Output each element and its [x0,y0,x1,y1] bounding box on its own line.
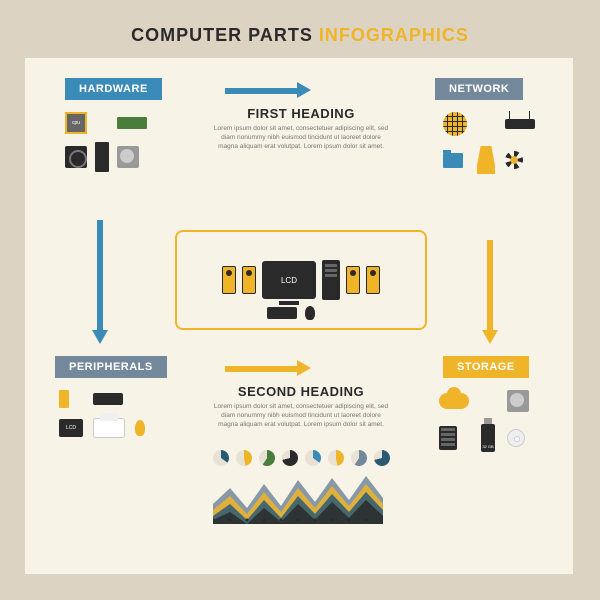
cd-icon [507,429,525,447]
pie-chart-icon [305,450,321,466]
pie-chart-icon [351,450,367,466]
monitor-icon: LCD [59,419,83,437]
folder-icon [443,153,463,168]
fiber-icon [505,151,523,169]
main-title: COMPUTER PARTS INFOGRAPHICS [25,25,575,46]
title-prefix: COMPUTER PARTS [131,25,319,45]
kb-mouse-row [267,306,315,320]
globe-icon [443,112,467,136]
charts-block [213,450,390,529]
cloud-icon [439,393,469,409]
arrow-right [487,240,498,344]
label-network: NETWORK [435,78,523,100]
cpu-icon: cpu [65,112,87,134]
speaker-icon [59,390,69,408]
pie-chart-icon [213,450,229,466]
arrow-top [225,81,311,99]
infographic-panel: HARDWARE NETWORK PERIPHERALS STORAGE FIR… [25,58,573,574]
area-chart [213,474,383,524]
arrow-left [97,220,108,344]
storage-icons: 32 GB [439,390,529,452]
heading-1: FIRST HEADING Lorem ipsum dolor sit amet… [211,106,391,151]
pie-row [213,450,390,466]
heading-2: SECOND HEADING Lorem ipsum dolor sit ame… [211,384,391,429]
mouse-icon [135,420,145,436]
label-storage: STORAGE [443,356,529,378]
pie-chart-icon [328,450,344,466]
keyboard-icon [93,393,123,405]
pie-chart-icon [282,450,298,466]
title-accent: INFOGRAPHICS [319,25,469,45]
speaker-icon [222,266,236,294]
hardware-icons: cpu [65,112,147,172]
tower-icon [322,260,340,300]
speaker-icon [346,266,360,294]
speaker-icon [242,266,256,294]
heading-1-title: FIRST HEADING [211,106,391,121]
heading-2-body: Lorem ipsum dolor sit amet, consectetuer… [211,403,391,429]
heading-2-title: SECOND HEADING [211,384,391,399]
monitor-icon: LCD [262,261,316,299]
tower-icon [95,142,109,172]
ram-icon [117,117,147,129]
heading-1-body: Lorem ipsum dolor sit amet, consectetuer… [211,125,391,151]
hdd-icon [507,390,529,412]
usb-icon: 32 GB [481,424,495,452]
keyboard-icon [267,307,297,319]
router-icon [505,119,535,129]
speaker-icon [366,266,380,294]
ethernet-icon [477,146,495,174]
pie-chart-icon [236,450,252,466]
pie-chart-icon [259,450,275,466]
label-peripherals: PERIPHERALS [55,356,167,378]
fan-icon [65,146,87,168]
pie-chart-icon [374,450,390,466]
label-hardware: HARDWARE [65,78,162,100]
hdd-icon [117,146,139,168]
arrow-mid [225,359,311,377]
network-icons [443,112,535,174]
mouse-icon [305,306,315,320]
peripherals-icons: LCD [59,390,145,438]
server-icon [439,426,457,450]
printer-icon [93,418,125,438]
